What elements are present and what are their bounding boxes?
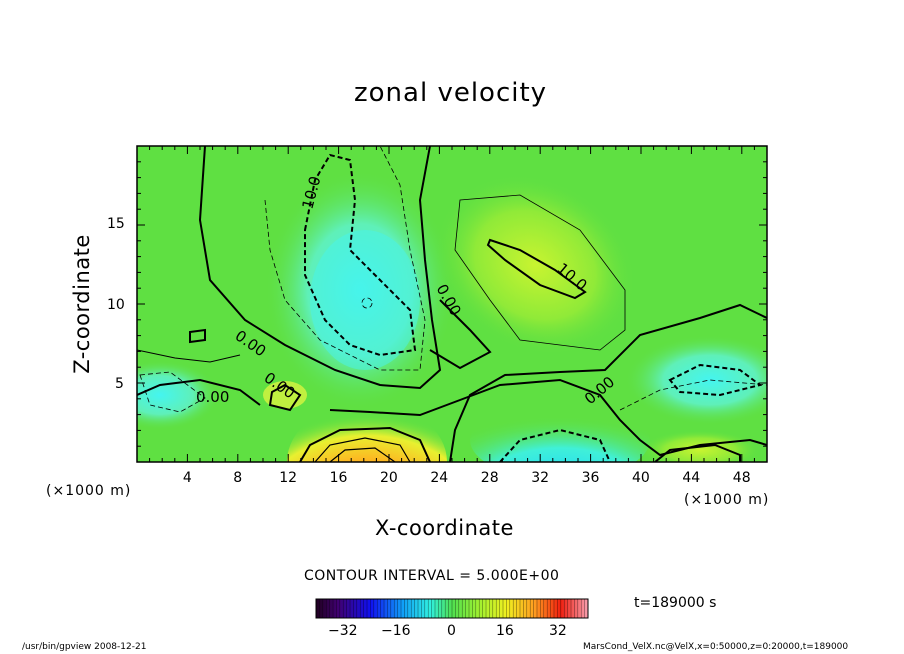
y-tick-label: 10 (107, 297, 125, 313)
colorbar-tick-label: 0 (447, 623, 456, 639)
x-tick-label: 44 (682, 470, 701, 486)
x-tick-label: 8 (233, 470, 243, 486)
y-tick-label: 15 (107, 216, 125, 232)
colorbar-tick-label: 16 (496, 623, 514, 639)
x-unit-left: (×1000 m) (46, 483, 132, 499)
footer-left: /usr/bin/gpview 2008-12-21 (22, 642, 147, 652)
colorbar-stripes (319, 599, 585, 618)
x-tick-label: 16 (329, 470, 348, 486)
y-axis-label: Z-coordinate (70, 234, 94, 374)
x-tick-label: 24 (430, 470, 449, 486)
x-tick-label: 28 (480, 470, 499, 486)
x-axis-ticks (149, 146, 755, 462)
x-tick-label: 40 (632, 470, 650, 486)
chart-title: zonal velocity (354, 78, 548, 108)
colorbar-tick-label: 32 (549, 623, 567, 639)
contour-interval-text: CONTOUR INTERVAL = 5.000E+00 (304, 568, 560, 584)
x-tick-label: 12 (279, 470, 298, 486)
y-tick-label: 5 (115, 376, 124, 392)
y-axis-ticks (137, 161, 767, 447)
x-tick-label: 20 (380, 470, 398, 486)
contour-field: 10.0 0.00 10.0 0.00 0.00 0.00 0.00 (137, 146, 767, 462)
contour-label: 0.00 (196, 388, 229, 406)
contour-lines (137, 146, 767, 462)
x-tick-label: 4 (182, 470, 192, 486)
x-tick-label: 48 (732, 470, 751, 486)
x-tick-label: 32 (531, 470, 550, 486)
dashed-contours (139, 146, 767, 462)
colorbar-tick-label: −16 (381, 623, 411, 639)
colorbar-tick-label: −32 (328, 623, 358, 639)
time-label: t=189000 s (634, 595, 717, 611)
footer-right: MarsCond_VelX.nc@VelX,x=0:50000,z=0:2000… (583, 642, 849, 652)
x-axis-label: X-coordinate (375, 516, 514, 540)
x-unit-right: (×1000 m) (684, 492, 770, 508)
x-tick-label: 36 (581, 470, 600, 486)
